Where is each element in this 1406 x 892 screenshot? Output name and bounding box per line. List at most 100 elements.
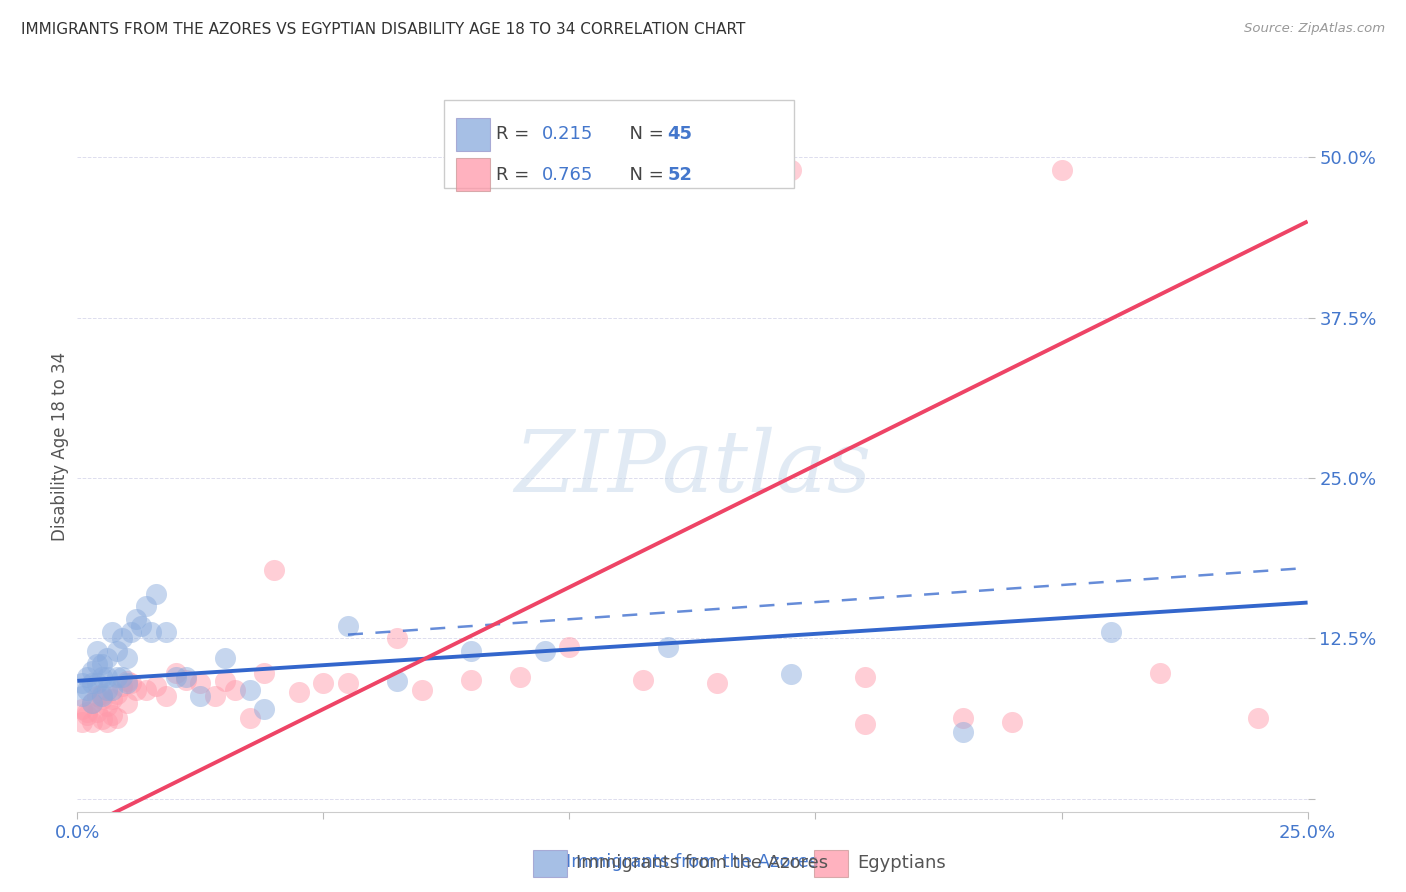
Point <box>239 711 262 725</box>
Point <box>155 690 177 704</box>
Point <box>1050 163 1073 178</box>
Text: R =: R = <box>496 125 534 144</box>
Point <box>105 644 128 658</box>
Point <box>145 679 167 693</box>
Point <box>101 682 124 697</box>
Point <box>174 670 197 684</box>
Point <box>90 670 114 684</box>
Text: 0.765: 0.765 <box>543 166 593 184</box>
Point <box>411 682 433 697</box>
Text: R =: R = <box>496 166 534 184</box>
Point <box>312 676 335 690</box>
Point <box>337 618 360 632</box>
Point <box>90 691 114 706</box>
Text: ZIPatlas: ZIPatlas <box>513 426 872 509</box>
Point <box>188 690 212 704</box>
Point <box>214 673 236 688</box>
Text: N =: N = <box>619 125 669 144</box>
Point <box>633 673 655 687</box>
Point <box>288 685 311 699</box>
Point <box>96 699 118 714</box>
Text: Source: ZipAtlas.com: Source: ZipAtlas.com <box>1244 22 1385 36</box>
Point <box>460 644 482 658</box>
Point <box>115 650 138 665</box>
Point <box>141 625 163 640</box>
Point <box>125 612 148 626</box>
Point <box>204 690 226 704</box>
Text: Egyptians: Egyptians <box>858 855 946 872</box>
Point <box>239 682 262 697</box>
Point <box>135 682 157 697</box>
Point <box>86 676 108 690</box>
Text: N =: N = <box>619 166 669 184</box>
Point <box>105 711 128 725</box>
Point <box>76 705 98 719</box>
Point <box>90 657 114 672</box>
Point <box>111 632 132 646</box>
Point <box>105 670 128 684</box>
Point <box>1099 625 1122 640</box>
Point <box>82 696 104 710</box>
Point <box>952 725 974 739</box>
Text: 0.215: 0.215 <box>543 125 593 144</box>
Point <box>90 712 114 726</box>
Point <box>509 670 531 684</box>
Point <box>706 676 728 690</box>
Point <box>174 673 197 687</box>
Point <box>101 625 124 640</box>
Point <box>135 599 157 614</box>
Point <box>253 702 276 716</box>
Point <box>111 679 132 693</box>
Point <box>86 690 108 704</box>
Point <box>96 670 118 684</box>
Point <box>90 687 114 701</box>
Point <box>96 650 118 665</box>
Point <box>90 690 114 704</box>
Point <box>145 586 167 600</box>
Point <box>82 676 104 690</box>
Point <box>385 632 409 646</box>
Point <box>214 650 236 665</box>
Point <box>657 640 679 655</box>
Point <box>263 564 285 578</box>
Y-axis label: Disability Age 18 to 34: Disability Age 18 to 34 <box>51 351 69 541</box>
Point <box>125 682 148 697</box>
Point <box>853 717 876 731</box>
Point <box>385 673 409 688</box>
Point <box>558 640 581 655</box>
Point <box>82 714 104 729</box>
Point <box>253 666 276 681</box>
Point <box>121 625 143 640</box>
Text: IMMIGRANTS FROM THE AZORES VS EGYPTIAN DISABILITY AGE 18 TO 34 CORRELATION CHART: IMMIGRANTS FROM THE AZORES VS EGYPTIAN D… <box>21 22 745 37</box>
Point <box>188 676 212 690</box>
Point <box>101 708 124 723</box>
Point <box>70 702 93 716</box>
Point <box>853 670 876 684</box>
Point <box>96 714 118 729</box>
Point <box>115 673 138 688</box>
Point <box>111 670 132 684</box>
Point <box>86 657 108 672</box>
Point <box>165 670 187 684</box>
Point <box>70 690 93 704</box>
Point <box>86 705 108 719</box>
Point <box>70 714 93 729</box>
Text: 45: 45 <box>668 125 692 144</box>
Point <box>952 711 974 725</box>
Text: 52: 52 <box>668 166 692 184</box>
Point <box>101 691 124 706</box>
Point <box>105 687 128 701</box>
Point <box>337 676 360 690</box>
Point <box>76 670 98 684</box>
Point <box>155 625 177 640</box>
Point <box>76 708 98 723</box>
Point <box>86 644 108 658</box>
Point <box>96 682 118 697</box>
Point <box>780 667 803 681</box>
Point <box>70 676 93 690</box>
Text: Immigrants from the Azores: Immigrants from the Azores <box>576 855 828 872</box>
Point <box>165 666 187 681</box>
Point <box>115 696 138 710</box>
X-axis label: Immigrants from the Azores: Immigrants from the Azores <box>567 853 818 871</box>
Point <box>115 676 138 690</box>
